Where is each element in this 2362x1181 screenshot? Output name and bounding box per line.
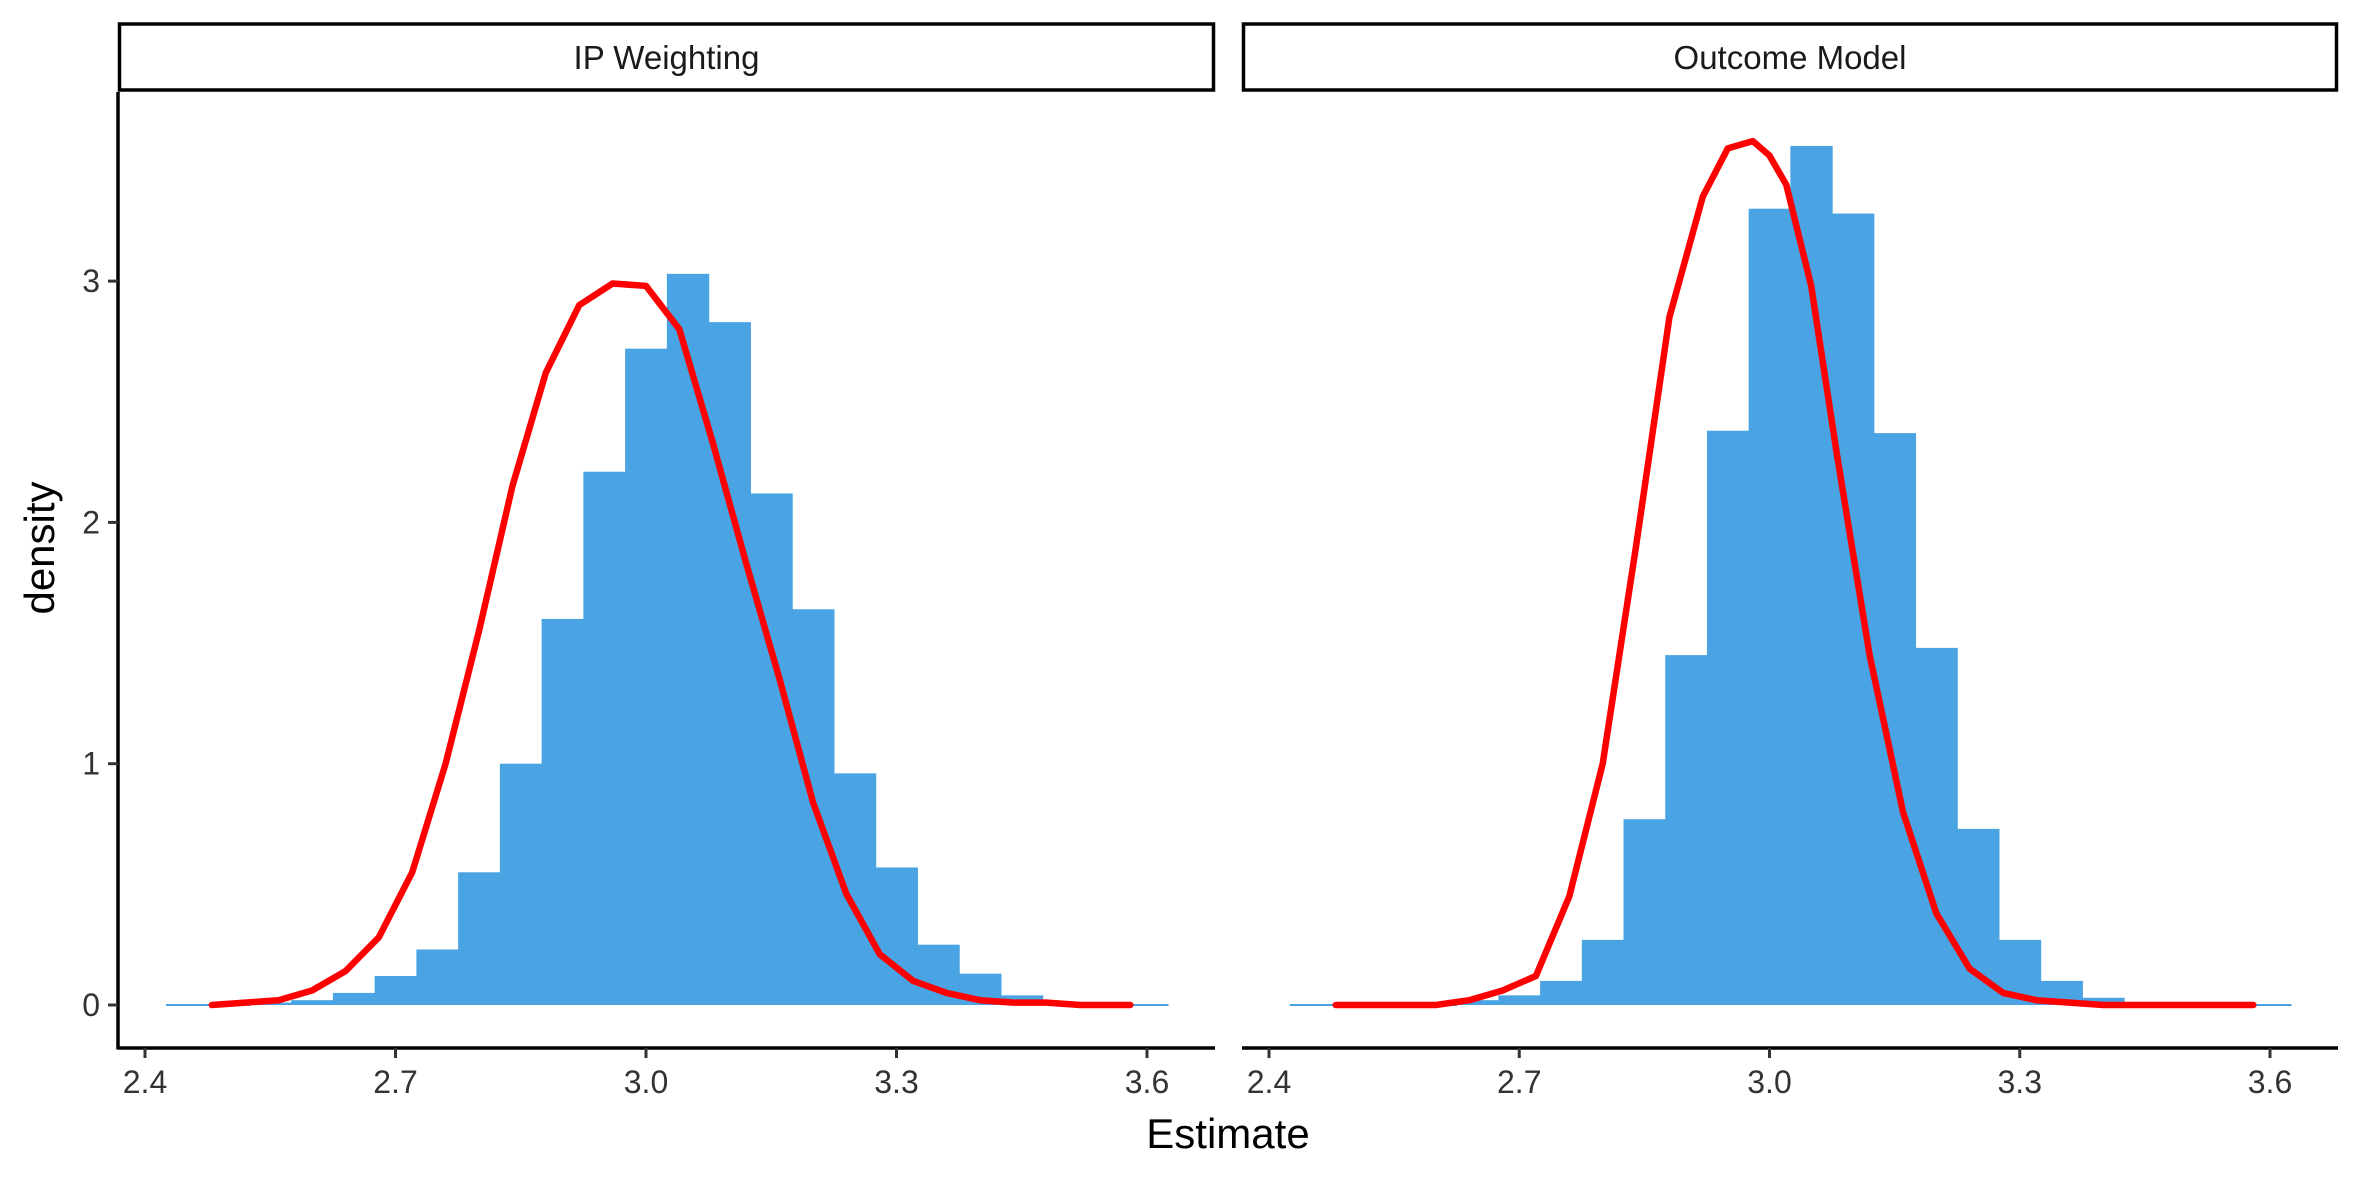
histogram-bar xyxy=(416,949,459,1005)
y-tick-label: 2 xyxy=(82,504,100,540)
histogram-bar xyxy=(1126,1004,1169,1006)
x-tick-label: 2.4 xyxy=(123,1064,167,1100)
panel-0: IP Weighting 0 1 2 3 2.4 2.7 3.0 3.3 3.6 xyxy=(82,22,1216,1100)
histogram-bars xyxy=(165,273,1169,1006)
histogram-bar xyxy=(541,618,584,1005)
x-tick-label: 2.4 xyxy=(1247,1064,1291,1100)
histogram-bar xyxy=(625,348,668,1005)
histogram-bar xyxy=(1915,647,1958,1005)
x-tick-label: 2.7 xyxy=(1497,1064,1541,1100)
histogram-bar xyxy=(165,1004,209,1006)
facet-strip-label: Outcome Model xyxy=(1674,39,1907,76)
histogram-bar xyxy=(374,976,417,1005)
histogram-bar xyxy=(1540,980,1583,1005)
histogram-bar xyxy=(499,763,543,1005)
histogram-bar xyxy=(583,471,626,1005)
y-axis-title: density xyxy=(16,481,63,614)
x-tick-label: 2.7 xyxy=(373,1064,417,1100)
histogram-bars xyxy=(1289,145,2292,1006)
histogram-bar xyxy=(332,992,376,1005)
histogram-bar xyxy=(1456,1000,1499,1005)
y-tick-label: 3 xyxy=(82,263,100,299)
x-tick-label: 3.3 xyxy=(1998,1064,2042,1100)
histogram-bar xyxy=(2082,997,2125,1005)
histogram-bar xyxy=(1289,1004,1333,1006)
histogram-bar xyxy=(2249,1004,2292,1006)
histogram-bar xyxy=(1498,995,1541,1005)
histogram-bar xyxy=(875,867,918,1005)
x-tick-label: 3.6 xyxy=(2248,1064,2292,1100)
density-curve xyxy=(208,280,1134,1009)
histogram-bar xyxy=(750,493,793,1005)
x-axis-title: Estimate xyxy=(1146,1110,1309,1157)
x-tick-label: 3.6 xyxy=(1125,1064,1169,1100)
density-curve xyxy=(1332,137,2257,1009)
y-tick-label: 0 xyxy=(82,987,100,1023)
histogram-bar xyxy=(1581,939,1625,1005)
histogram-bar xyxy=(1832,213,1875,1005)
histogram-bar xyxy=(1623,819,1666,1005)
x-tick-label: 3.3 xyxy=(874,1064,918,1100)
x-tick-label: 3.0 xyxy=(1747,1064,1791,1100)
histogram-bar xyxy=(1706,430,1750,1005)
x-tick-label: 3.0 xyxy=(624,1064,668,1100)
panel-1: Outcome Model 2.4 2.7 3.0 3.3 3.6 xyxy=(1241,22,2339,1100)
histogram-bar xyxy=(1665,655,1708,1005)
y-tick-label: 1 xyxy=(82,746,100,782)
facet-strip xyxy=(1241,22,2339,92)
histogram-bar xyxy=(666,273,710,1006)
histogram-bar xyxy=(833,773,877,1005)
histogram-bar xyxy=(1748,208,1791,1005)
histogram-bar xyxy=(291,1000,334,1005)
facet-strip xyxy=(117,22,1216,92)
histogram-bar xyxy=(458,872,501,1005)
facet-strip-label: IP Weighting xyxy=(574,39,760,76)
histogram-bar xyxy=(708,322,751,1006)
